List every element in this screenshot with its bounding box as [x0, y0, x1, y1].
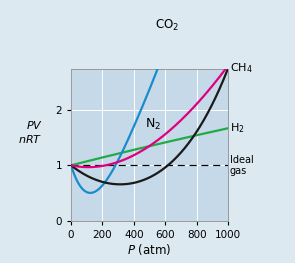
Text: H$_2$: H$_2$ [230, 121, 244, 135]
Y-axis label: $\it{PV}$
$\it{nRT}$: $\it{PV}$ $\it{nRT}$ [19, 119, 43, 145]
X-axis label: $P$ (atm): $P$ (atm) [127, 242, 172, 257]
Text: Ideal
gas: Ideal gas [230, 155, 253, 176]
Text: N$_2$: N$_2$ [145, 117, 161, 132]
Text: CO$_2$: CO$_2$ [155, 17, 179, 33]
Text: CH$_4$: CH$_4$ [230, 62, 252, 75]
